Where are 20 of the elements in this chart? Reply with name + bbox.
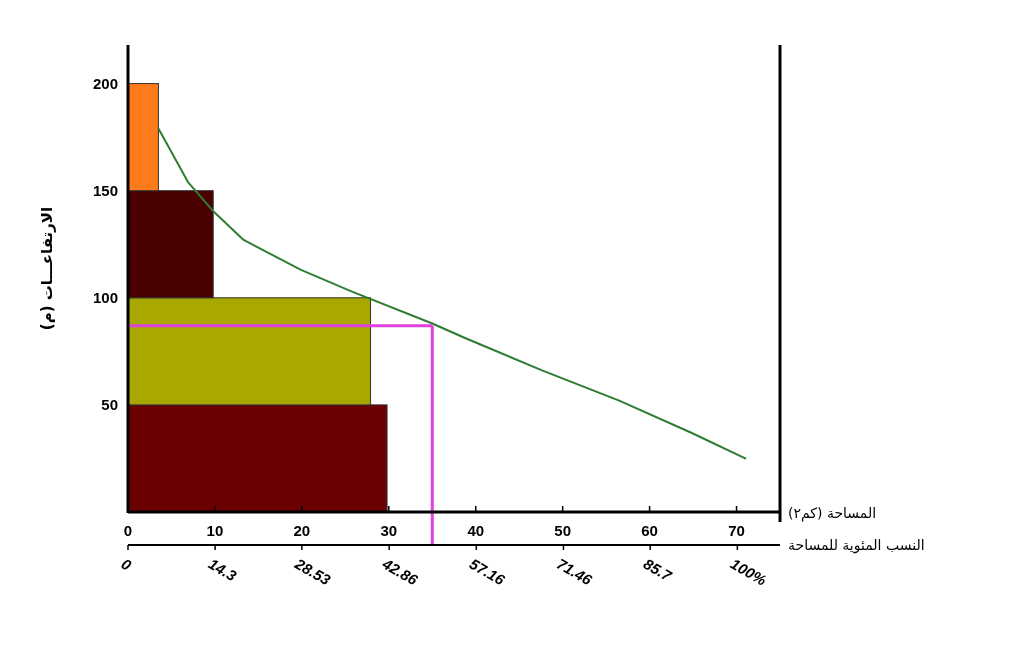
x-tick-label: 0 [123, 522, 133, 539]
x-tick-label: 60 [641, 522, 658, 539]
x2-tick-label: 14.3 [205, 554, 240, 585]
x-tick-label: 40 [467, 522, 485, 539]
x-tick-label: 30 [380, 522, 398, 539]
y-tick-label: 50 [101, 395, 118, 413]
y-axis-title: الارتفاعـــات (م) [38, 206, 56, 331]
x2-tick-label: 100% [727, 554, 770, 589]
x-tick-label: 10 [206, 522, 224, 539]
x2-tick-label: 85.7 [640, 554, 676, 585]
y-tick-label: 150 [92, 181, 118, 199]
x2-tick-label: 0 [118, 554, 135, 575]
x-axis-title: المساحة (كم٢) [788, 505, 877, 522]
x-tick-label: 20 [293, 522, 311, 539]
x-tick-label: 50 [554, 522, 572, 539]
x2-tick-label: 42.86 [378, 554, 422, 589]
x-tick-label: 70 [728, 522, 745, 539]
y-tick-label: 100 [92, 288, 118, 306]
x2-axis-title: النسب المئوية للمساحة [788, 537, 925, 554]
y-tick-label: 200 [92, 74, 118, 92]
